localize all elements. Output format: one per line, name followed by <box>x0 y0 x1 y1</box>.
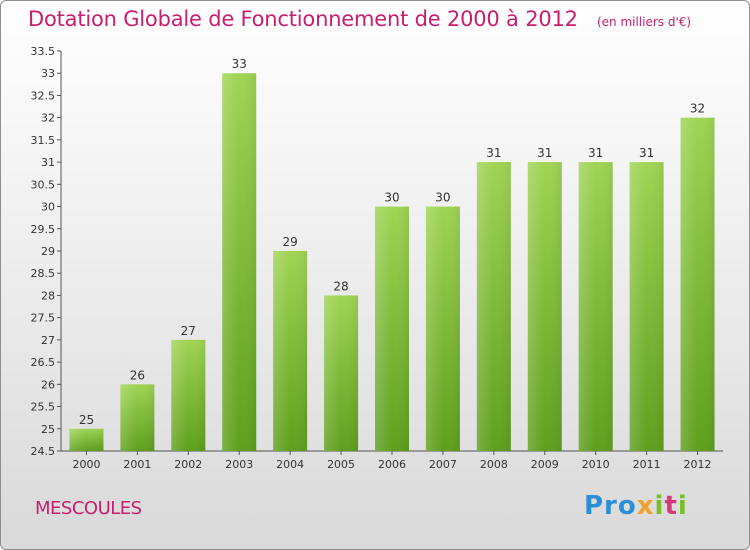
data-label: 30 <box>435 191 450 205</box>
title-row: Dotation Globale de Fonctionnement de 20… <box>28 7 691 31</box>
y-tick-label: 27 <box>41 334 55 347</box>
y-tick-label: 24.5 <box>31 445 56 458</box>
x-tick-label: 2006 <box>378 458 406 471</box>
y-tick-label: 30 <box>41 201 55 214</box>
x-tick-label: 2003 <box>225 458 253 471</box>
chart-subtitle: (en milliers d'€) <box>596 15 692 29</box>
y-tick-label: 31 <box>41 156 55 169</box>
y-tick-label: 27.5 <box>31 312 56 325</box>
bar-shade <box>69 428 104 451</box>
x-tick-label: 2008 <box>480 458 508 471</box>
data-label: 27 <box>181 324 196 338</box>
y-tick-label: 33 <box>41 67 55 80</box>
y-tick-label: 31.5 <box>31 134 56 147</box>
data-label: 25 <box>79 413 94 427</box>
x-tick-label: 2002 <box>174 458 202 471</box>
chart-title: Dotation Globale de Fonctionnement de 20… <box>28 7 578 31</box>
x-axis: 2000 2001 2002 2003 2004 2005 2006 2007 2008 2009… <box>61 450 723 471</box>
x-tick-label: 2001 <box>123 458 151 471</box>
commune-name: MESCOULES <box>35 498 142 519</box>
data-label: 31 <box>486 146 501 160</box>
data-label: 31 <box>639 146 654 160</box>
y-tick-label: 25 <box>41 423 55 436</box>
y-tick-label: 30.5 <box>31 178 56 191</box>
bar-shade <box>680 117 715 452</box>
data-labels: 25 26 27 33 29 28 30 30 31 31 31 31 32 <box>79 57 705 427</box>
bar-shade <box>476 162 511 451</box>
x-tick-label: 2009 <box>531 458 559 471</box>
bar-shade <box>324 295 359 451</box>
y-tick-label: 26 <box>41 378 55 391</box>
x-tick-label: 2010 <box>582 458 610 471</box>
bar-shade <box>171 339 206 451</box>
data-label: 29 <box>283 235 298 249</box>
data-label: 26 <box>130 368 145 382</box>
data-label: 28 <box>333 279 348 293</box>
y-tick-label: 26.5 <box>31 356 56 369</box>
bar-shade <box>120 384 155 451</box>
bar-shade <box>273 251 308 451</box>
x-tick-label: 2000 <box>72 458 100 471</box>
y-tick-label: 32.5 <box>31 89 56 102</box>
bar-shade <box>375 206 409 451</box>
x-tick-label: 2011 <box>633 458 661 471</box>
y-axis: 24.5 25 25.5 26 26.5 27 27.5 28 28.5 29 29.5 30 30.5… <box>31 45 62 458</box>
x-tick-label: 2012 <box>684 458 712 471</box>
y-tick-label: 29 <box>41 245 55 258</box>
y-tick-label: 29.5 <box>31 223 56 236</box>
bar-shade <box>527 162 562 451</box>
bar-shade <box>578 162 613 451</box>
y-tick-label: 28 <box>41 289 55 302</box>
y-tick-label: 25.5 <box>31 401 56 414</box>
x-tick-label: 2005 <box>327 458 355 471</box>
bars <box>69 73 715 452</box>
data-label: 30 <box>384 191 399 205</box>
y-tick-label: 28.5 <box>31 267 56 280</box>
bar-shade <box>222 73 257 451</box>
data-label: 31 <box>588 146 603 160</box>
bar-shade <box>425 206 460 451</box>
bar-shade <box>629 162 664 451</box>
data-label: 31 <box>537 146 552 160</box>
x-tick-label: 2007 <box>429 458 457 471</box>
y-tick-label: 33.5 <box>31 45 56 58</box>
proxiti-logo[interactable]: Proxiti <box>584 491 688 521</box>
data-label: 32 <box>690 102 705 116</box>
data-label: 33 <box>232 57 247 71</box>
y-tick-label: 32 <box>41 112 55 125</box>
x-tick-label: 2004 <box>276 458 304 471</box>
